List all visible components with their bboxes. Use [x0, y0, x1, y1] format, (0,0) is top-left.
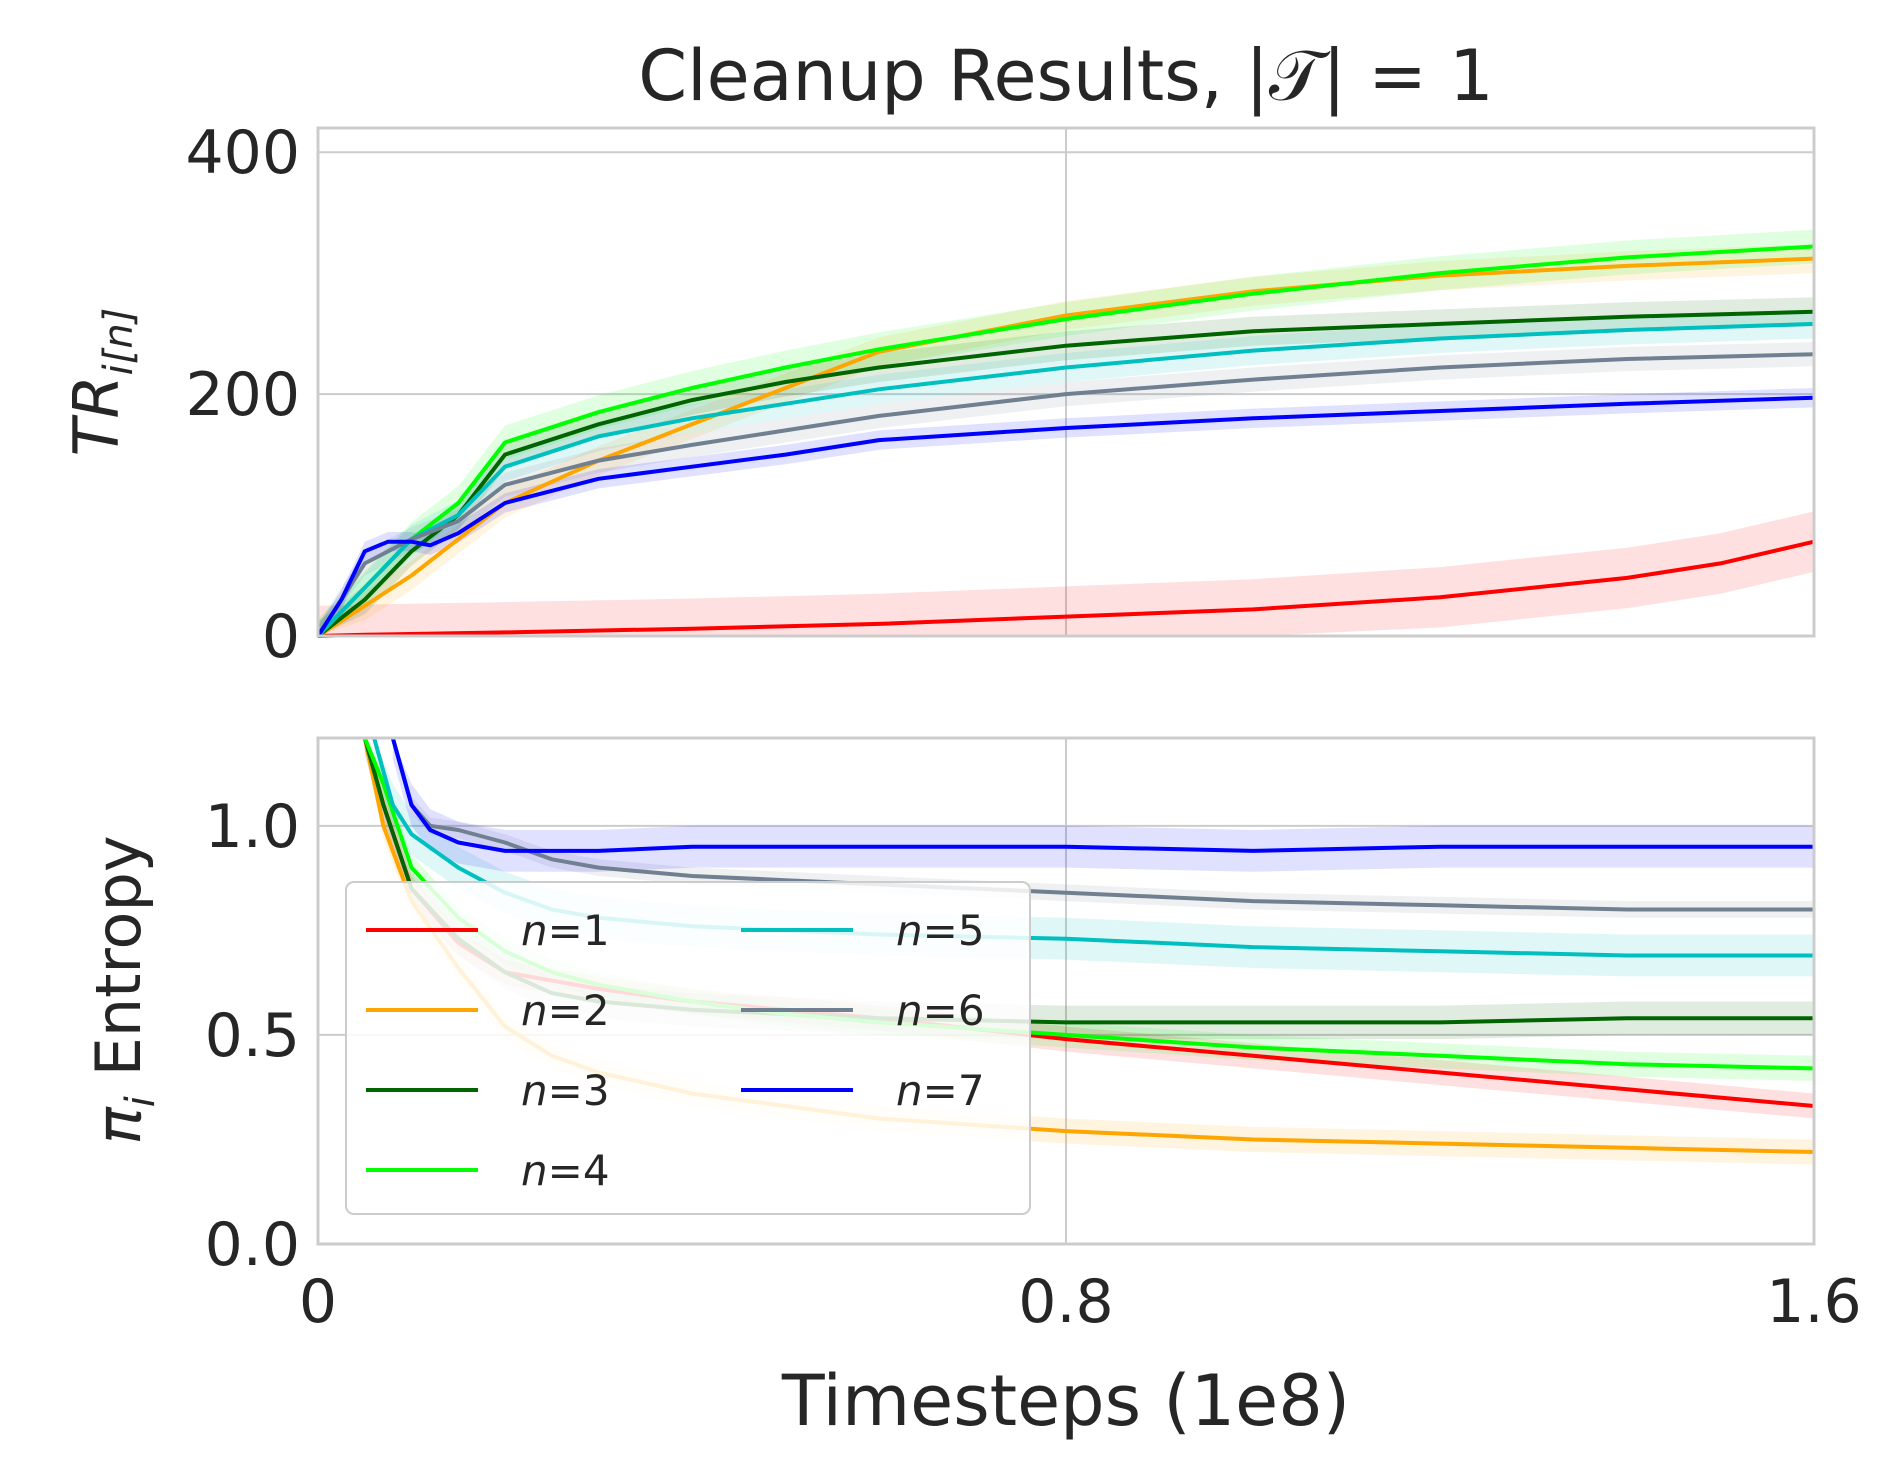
series-line-n3 — [316, 309, 1815, 638]
series-line-n1 — [317, 539, 1815, 638]
confidence-band-n6 — [318, 342, 1814, 636]
confidence-band-n7 — [392, 738, 1814, 872]
top-panel: 0 200 400 TRi[n] — [60, 118, 1816, 672]
series-line-n7 — [390, 737, 1814, 853]
confidence-band-n1 — [318, 511, 1814, 636]
top-y-tick-labels: 0 200 400 — [185, 118, 300, 672]
series-line-n6 — [390, 737, 1814, 912]
x-tick-label: 1.6 — [1766, 1267, 1861, 1337]
legend-box — [345, 881, 1031, 1215]
confidence-band-n7 — [318, 388, 1814, 636]
bottom-plot-frame — [316, 736, 1816, 1246]
top-y-axis-label: TRi[n] — [60, 308, 142, 457]
x-tick-labels: 0 0.8 1.6 — [299, 1267, 1862, 1337]
y-axis-label-text: TRi[n] — [60, 308, 142, 457]
legend-label: n=1 — [521, 906, 610, 955]
bottom-y-tick-labels: 0.0 0.5 1.0 — [205, 792, 300, 1280]
bottom-panel: 0.00.51.0 πi Entropy n=1n=2n=3n=4n=5n=6n… — [82, 736, 1816, 1280]
legend-label: n=2 — [521, 986, 610, 1035]
confidence-band-n5 — [318, 309, 1814, 636]
y-tick-label: 0.0 — [205, 1210, 300, 1280]
y-tick-label: 400 — [185, 118, 300, 188]
legend-label: n=3 — [521, 1066, 610, 1115]
legend-label: n=5 — [896, 906, 985, 955]
confidence-band-n6 — [392, 738, 1814, 918]
series-line-n7 — [316, 395, 1815, 638]
y-axis-label-text: πi Entropy — [82, 835, 164, 1144]
legend: n=1 n=2 n=3 n=4 n=5 n=6 n=7 — [345, 881, 1031, 1215]
confidence-band-n2 — [318, 244, 1814, 636]
series-line-n6 — [316, 352, 1815, 638]
y-tick-label: 200 — [185, 360, 300, 430]
y-tick-label: 0.5 — [205, 1001, 300, 1071]
bottom-y-axis-label: πi Entropy — [82, 835, 164, 1144]
top-plot-frame — [316, 126, 1816, 638]
legend-label: n=6 — [896, 986, 985, 1035]
confidence-band-n4 — [318, 229, 1814, 636]
y-tick-label: 0 — [262, 602, 300, 672]
x-axis-label: Timesteps (1e8) — [781, 1360, 1350, 1442]
x-tick-label: 0.8 — [1018, 1267, 1113, 1337]
chart-title: Cleanup Results, |𝒯| = 1 — [638, 35, 1493, 117]
x-tick-label: 0 — [299, 1267, 337, 1337]
top-series-lines — [316, 244, 1815, 638]
y-tick-label: 1.0 — [205, 792, 300, 862]
confidence-band-n3 — [364, 738, 1814, 1040]
legend-label: n=4 — [521, 1146, 610, 1195]
legend-label: n=7 — [896, 1066, 985, 1115]
top-confidence-bands — [318, 229, 1814, 636]
